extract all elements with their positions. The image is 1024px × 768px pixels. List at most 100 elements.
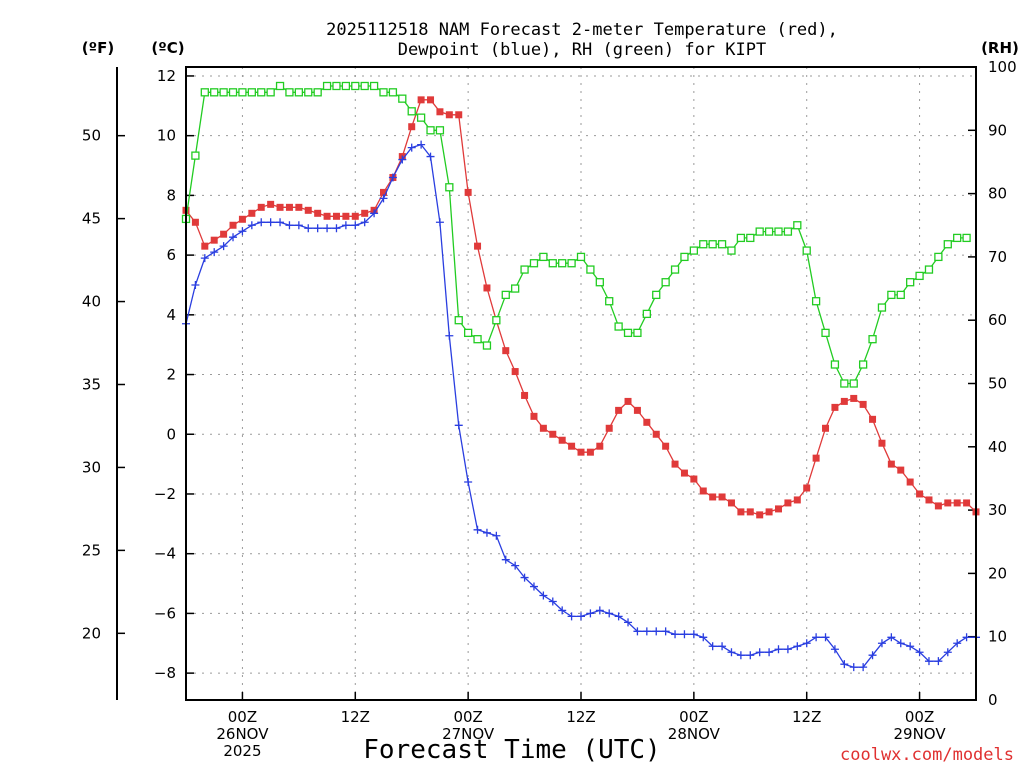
- temperature-point: [342, 212, 350, 220]
- temperature-point: [756, 511, 764, 519]
- temperature-point: [577, 448, 585, 456]
- rh-point: [887, 290, 896, 300]
- celsius-tick-label: 6: [166, 246, 176, 264]
- dewpoint-point: [238, 227, 247, 236]
- rh-point: [548, 259, 557, 268]
- dewpoint-point: [642, 627, 651, 636]
- rh-point: [435, 126, 445, 135]
- dewpoint-point: [351, 221, 360, 230]
- fahrenheit-tick-label: 40: [82, 293, 101, 311]
- dewpoint-point: [877, 639, 886, 648]
- dewpoint-point: [370, 209, 379, 218]
- dewpoint-point: [605, 609, 614, 618]
- dewpoint-point: [774, 645, 783, 654]
- dewpoint-point: [200, 254, 209, 263]
- rh-point: [567, 259, 576, 268]
- dewpoint-point: [379, 194, 388, 203]
- temperature-point: [680, 469, 688, 477]
- rh-point: [858, 360, 868, 369]
- dewpoint-point: [304, 224, 313, 233]
- temperature-point: [474, 242, 482, 250]
- temperature-point: [568, 442, 576, 450]
- temperature-point: [840, 397, 848, 405]
- temperature-point: [690, 475, 698, 483]
- temperature-point: [201, 242, 209, 250]
- rh-point: [689, 246, 699, 255]
- dewpoint-point: [529, 582, 538, 591]
- rh-point: [322, 81, 332, 91]
- temperature-point: [558, 436, 566, 444]
- temperature-point: [304, 206, 312, 214]
- rh-point: [962, 233, 971, 243]
- dewpoint-point: [257, 218, 266, 227]
- dewpoint-point: [680, 630, 689, 639]
- rh-point: [210, 88, 219, 97]
- dewpoint-point: [294, 221, 303, 230]
- dewpoint-point: [633, 627, 642, 636]
- temperature-point: [257, 203, 265, 211]
- celsius-tick-label: −6: [154, 604, 176, 622]
- rh-point: [492, 316, 501, 325]
- rh-point: [379, 88, 388, 97]
- rh-point: [275, 81, 285, 91]
- dewpoint-point: [708, 642, 717, 651]
- temperature-point: [859, 400, 867, 408]
- dewpoint-point: [313, 224, 322, 233]
- temperature-point: [596, 442, 604, 450]
- rh-point: [708, 240, 717, 249]
- temperature-point: [878, 439, 886, 447]
- dewpoint-point: [699, 633, 708, 642]
- rh-point: [943, 240, 952, 249]
- rh-point: [783, 227, 793, 236]
- rh-tick-label: 10: [988, 628, 1007, 646]
- temperature-point: [784, 499, 792, 507]
- temperature-point: [464, 188, 472, 196]
- dewpoint-point: [567, 612, 576, 621]
- celsius-tick-label: −2: [154, 485, 176, 503]
- dewpoint-point: [953, 639, 962, 648]
- rh-point: [407, 107, 416, 116]
- x-tick-label: 27NOV: [442, 725, 495, 743]
- dewpoint-point: [943, 648, 952, 657]
- rh-point: [360, 81, 369, 91]
- fahrenheit-tick-label: 25: [82, 541, 101, 559]
- x-tick-label: 28NOV: [668, 725, 721, 743]
- temperature-point: [953, 499, 961, 507]
- rh-point: [595, 278, 604, 287]
- dewpoint-point: [191, 280, 200, 289]
- dewpoint-point: [417, 140, 426, 149]
- temperature-point: [709, 493, 717, 501]
- dewpoint-point: [558, 606, 567, 615]
- rh-point: [416, 113, 426, 122]
- rh-tick-label: 40: [988, 438, 1007, 456]
- temperature-point: [633, 406, 641, 414]
- rh-point: [501, 290, 510, 300]
- dewpoint-point: [595, 606, 604, 615]
- rh-point: [642, 309, 651, 319]
- temperature-point: [822, 424, 830, 432]
- rh-point: [257, 88, 266, 97]
- temperature-point: [191, 218, 199, 226]
- dewpoint-point: [276, 218, 285, 227]
- celsius-tick-label: 12: [157, 67, 176, 85]
- temperature-point: [718, 493, 726, 501]
- rh-point: [906, 278, 915, 287]
- rh-point: [247, 88, 256, 97]
- rh-point: [727, 246, 736, 255]
- temperature-point: [427, 96, 435, 104]
- dewpoint-point: [896, 639, 905, 648]
- temperature-point: [210, 236, 218, 244]
- x-tick-label: 00Z: [905, 708, 934, 726]
- dewpoint-point: [915, 648, 924, 657]
- credit-label: coolwx.com/models: [840, 745, 1014, 765]
- dewpoint-series: [182, 140, 980, 672]
- x-tick-label: 00Z: [453, 708, 482, 726]
- celsius-axis: 12 10 8 6 4 2 0 −2 −4 −6 −8: [154, 67, 194, 682]
- dewpoint-point: [511, 561, 520, 570]
- temperature-point: [351, 212, 359, 220]
- temperature-point: [812, 454, 820, 462]
- dewpoint-point: [492, 531, 501, 540]
- rh-tick-label: 20: [988, 564, 1007, 582]
